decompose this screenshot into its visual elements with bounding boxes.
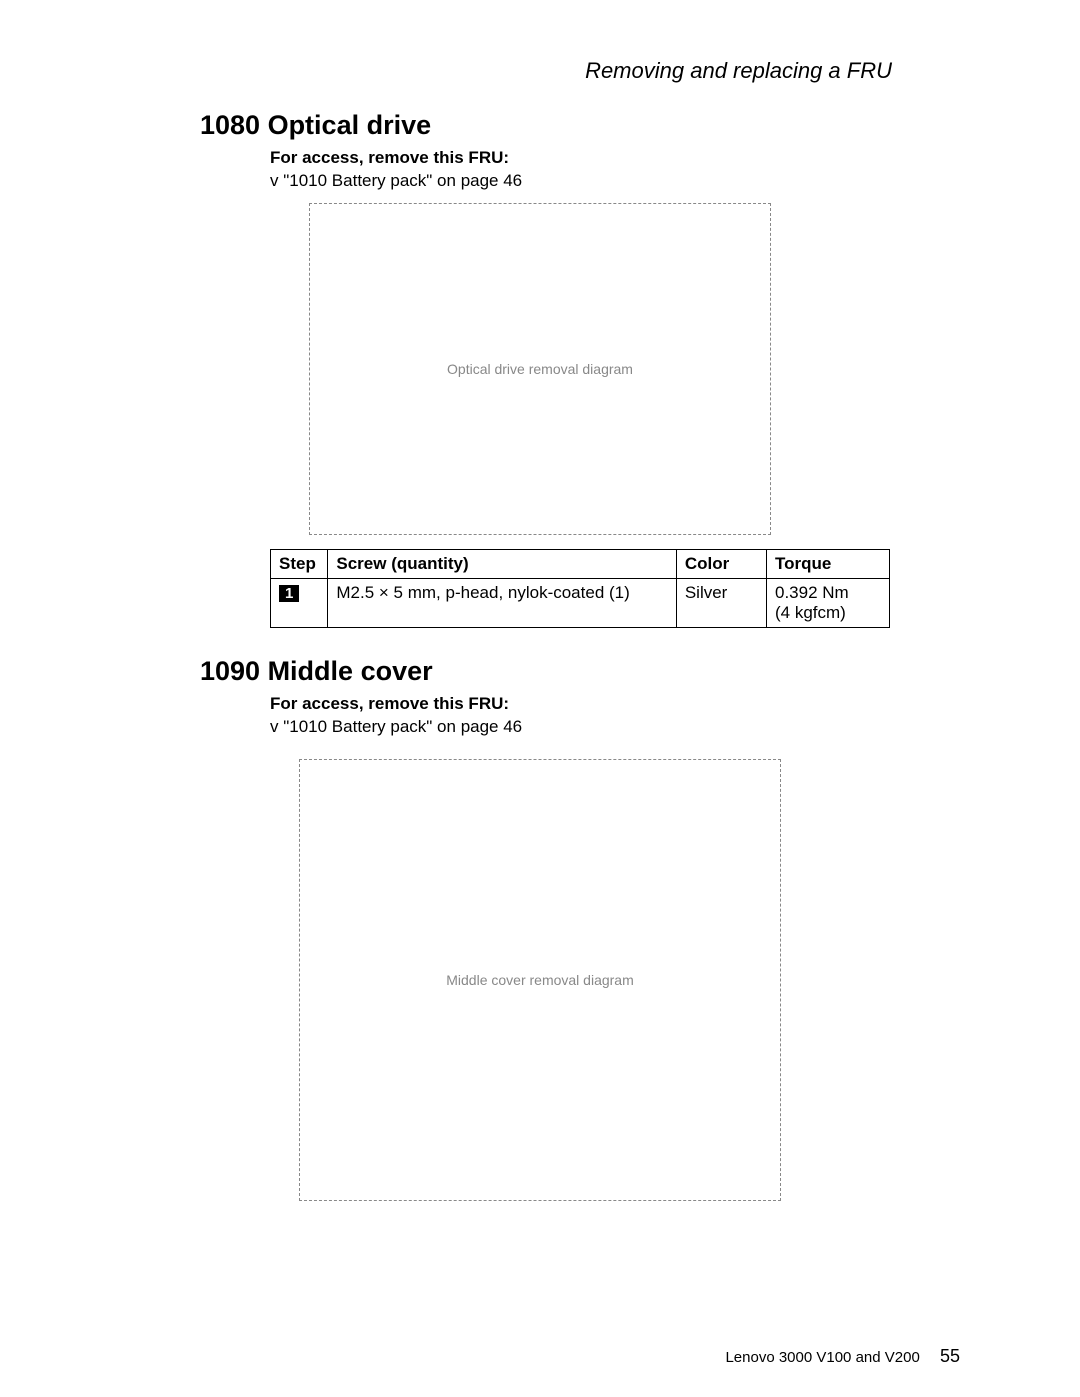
- td-color: Silver: [676, 578, 766, 627]
- section-title-optical-drive: 1080 Optical drive: [200, 110, 1010, 141]
- torque-line2: (4 kgfcm): [775, 603, 881, 623]
- footer-doc-title: Lenovo 3000 V100 and V200: [725, 1349, 919, 1366]
- footer: Lenovo 3000 V100 and V200 55: [725, 1346, 960, 1367]
- th-torque: Torque: [767, 549, 890, 578]
- td-step: 1: [271, 578, 328, 627]
- torque-line1: 0.392 Nm: [775, 583, 881, 603]
- table-row: 1 M2.5 × 5 mm, p-head, nylok-coated (1) …: [271, 578, 890, 627]
- running-header: Removing and replacing a FRU: [70, 58, 892, 84]
- th-step: Step: [271, 549, 328, 578]
- access-block-2: For access, remove this FRU: "1010 Batte…: [270, 693, 1010, 739]
- page: Removing and replacing a FRU 1080 Optica…: [0, 0, 1080, 1397]
- access-label-2: For access, remove this FRU:: [270, 693, 1010, 716]
- access-label-1: For access, remove this FRU:: [270, 147, 1010, 170]
- middle-cover-diagram: Middle cover removal diagram: [299, 759, 781, 1201]
- figure-2: Middle cover removal diagram: [70, 749, 1010, 1201]
- footer-page-number: 55: [940, 1346, 960, 1366]
- th-color: Color: [676, 549, 766, 578]
- th-screw: Screw (quantity): [328, 549, 676, 578]
- td-torque: 0.392 Nm (4 kgfcm): [767, 578, 890, 627]
- access-ref-1[interactable]: "1010 Battery pack" on page 46: [283, 171, 522, 190]
- screw-table-1: Step Screw (quantity) Color Torque 1 M2.…: [270, 549, 890, 628]
- access-block-1: For access, remove this FRU: "1010 Batte…: [270, 147, 1010, 193]
- section-title-middle-cover: 1090 Middle cover: [200, 656, 1010, 687]
- td-screw: M2.5 × 5 mm, p-head, nylok-coated (1): [328, 578, 676, 627]
- optical-drive-diagram: Optical drive removal diagram: [309, 203, 771, 535]
- step-badge: 1: [279, 585, 299, 602]
- table-header-row: Step Screw (quantity) Color Torque: [271, 549, 890, 578]
- access-ref-2[interactable]: "1010 Battery pack" on page 46: [283, 717, 522, 736]
- figure-1: Optical drive removal diagram: [70, 203, 1010, 535]
